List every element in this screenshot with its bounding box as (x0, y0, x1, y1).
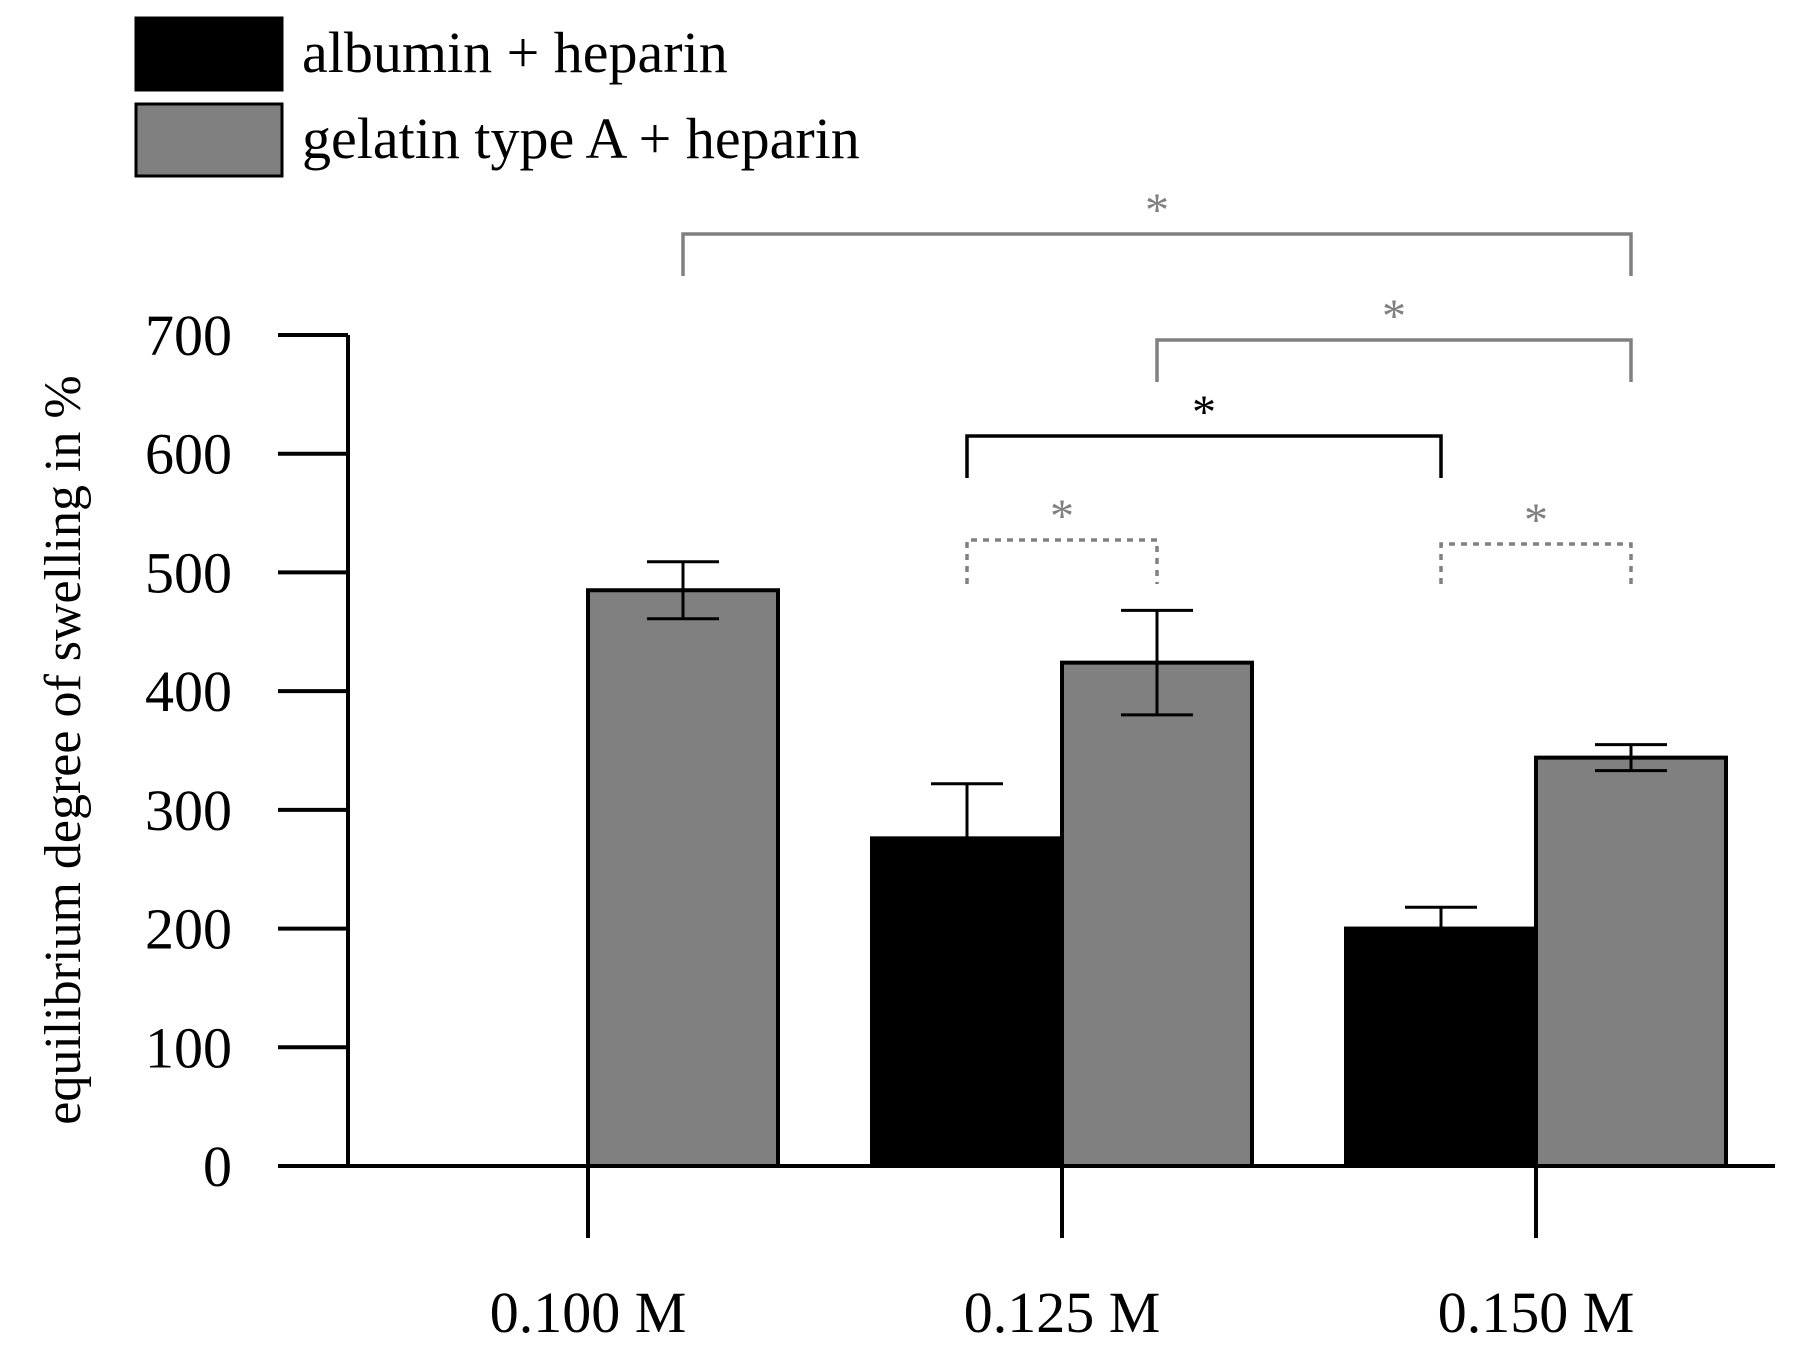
legend-swatch-albumin (134, 16, 284, 92)
error-bar-gelatin-1 (1121, 608, 1193, 717)
y-tick-label: 400 (145, 659, 232, 724)
significance-bracket-0: * (681, 184, 1633, 276)
significance-star: * (1050, 490, 1074, 543)
plot-area: 0 100 200 300 400 500 600 700 0.100 M 0.125 M 0.15… (145, 184, 1775, 1345)
significance-bracket-line (965, 434, 1443, 478)
bar-gelatin-2 (1534, 755, 1728, 1168)
error-bar-gelatin-0 (647, 560, 719, 621)
legend-label-albumin: albumin + heparin (302, 20, 728, 85)
significance-star: * (1524, 494, 1548, 547)
y-tick-label: 300 (145, 778, 232, 843)
y-tick-label: 0 (203, 1134, 232, 1199)
bar-gelatin-0 (586, 588, 780, 1168)
x-tick-label: 0.125 M (964, 1280, 1161, 1345)
bar-albumin-2 (1344, 926, 1538, 1168)
significance-bracket-line (1155, 338, 1633, 382)
y-tick-label: 500 (145, 540, 232, 605)
legend-swatch-gelatin (134, 102, 284, 178)
x-tick-label: 0.100 M (490, 1280, 687, 1345)
significance-star: * (1192, 386, 1216, 439)
significance-star: * (1145, 184, 1169, 237)
significance-bracket-1: * (1155, 290, 1633, 382)
significance-star: * (1382, 290, 1406, 343)
error-bar-albumin-1 (931, 782, 1003, 895)
y-tick-label: 100 (145, 1015, 232, 1080)
error-bar-albumin-2 (1405, 905, 1477, 952)
y-tick-label: 200 (145, 897, 232, 962)
x-tick-label: 0.150 M (1438, 1280, 1635, 1345)
significance-bracket-line (681, 232, 1633, 276)
significance-bracket-line (965, 538, 1159, 584)
y-tick-label: 600 (145, 422, 232, 487)
error-bar-gelatin-2 (1595, 743, 1667, 773)
significance-bracket-line (1439, 542, 1633, 584)
y-axis-label: equilibrium degree of swelling in % (35, 375, 92, 1124)
legend-label-gelatin: gelatin type A + heparin (302, 106, 860, 171)
significance-bracket-2: * (965, 386, 1443, 478)
significance-bracket-4: * (1439, 494, 1633, 584)
legend: albumin + heparin gelatin type A + hepar… (134, 16, 860, 178)
bar-gelatin-1 (1060, 660, 1254, 1168)
y-tick-label: 700 (145, 303, 232, 368)
significance-bracket-3: * (965, 490, 1159, 584)
